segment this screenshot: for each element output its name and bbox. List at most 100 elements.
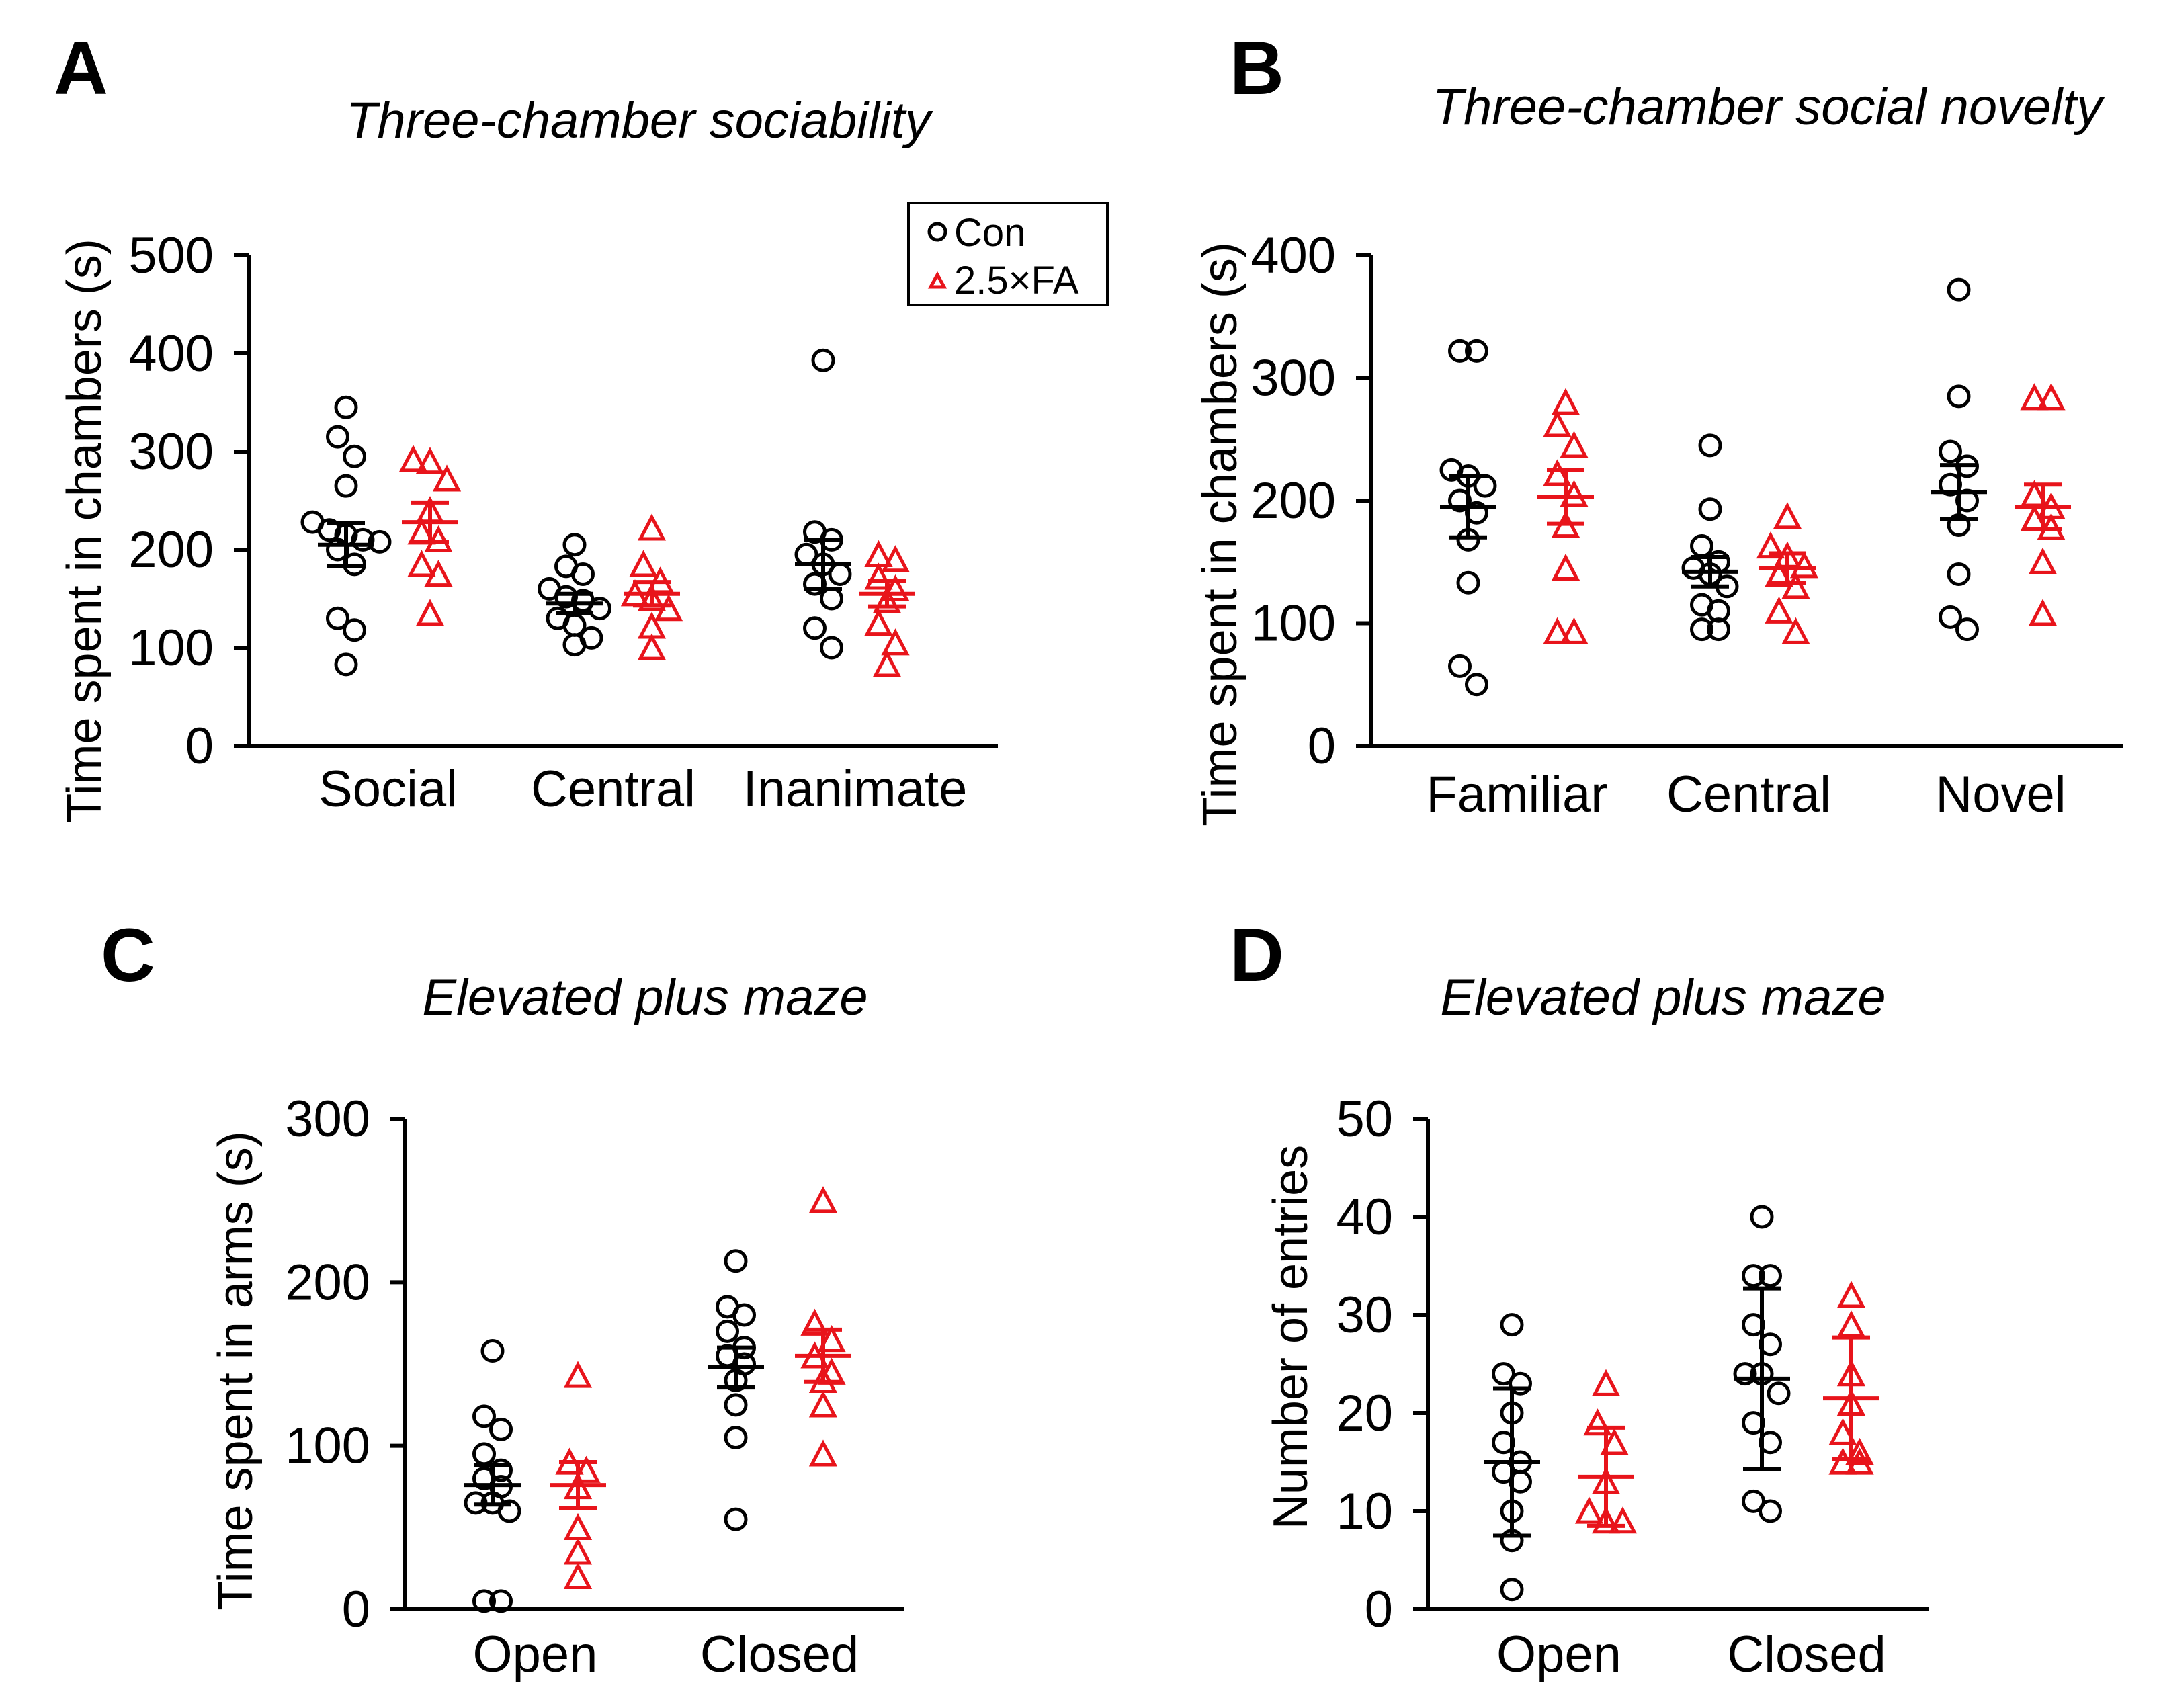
data-point-con bbox=[724, 1393, 748, 1417]
data-point-fa bbox=[808, 1390, 838, 1418]
legend-label-fa: 2.5×FA bbox=[954, 259, 1079, 302]
data-point-fa bbox=[2028, 547, 2058, 574]
data-point-con bbox=[1690, 534, 1713, 558]
data-point-fa bbox=[1551, 388, 1580, 415]
y-tick-label: 400 bbox=[128, 325, 214, 382]
data-point-con bbox=[368, 529, 392, 554]
x-category-label: Central bbox=[1666, 766, 1831, 823]
data-point-con bbox=[1500, 1313, 1524, 1337]
data-point-con bbox=[343, 444, 366, 468]
data-point-fa bbox=[808, 1439, 838, 1467]
data-point-con bbox=[343, 618, 366, 642]
data-point-con bbox=[1707, 599, 1730, 623]
data-point-fa bbox=[1551, 553, 1580, 581]
data-point-con bbox=[1492, 1362, 1515, 1386]
data-point-con bbox=[716, 1319, 739, 1343]
data-point-fa bbox=[1789, 551, 1819, 579]
data-point-fa bbox=[881, 574, 910, 602]
data-point-fa bbox=[1836, 1281, 1866, 1308]
y-tick-label: 200 bbox=[128, 521, 214, 579]
panel-b: B Three-chamber social novelty Time spen… bbox=[1193, 26, 2123, 826]
data-point-fa bbox=[1756, 531, 1785, 559]
panel-b-y-axis-label: Time spent in chambers (s) bbox=[1193, 242, 1247, 826]
panel-a: A Three-chamber sociability Time spent i… bbox=[54, 26, 1109, 823]
panel-c-y-axis-label: Time spent in arms (s) bbox=[209, 1131, 263, 1610]
y-tick-label: 10 bbox=[1336, 1483, 1393, 1540]
data-point-con bbox=[1698, 497, 1722, 521]
y-tick-label: 200 bbox=[1251, 472, 1336, 529]
panel-letter-a: A bbox=[54, 26, 108, 110]
y-tick-label: 0 bbox=[1308, 718, 1336, 775]
data-point-fa bbox=[1560, 431, 1589, 458]
legend-marker-fa bbox=[927, 271, 947, 289]
legend-label-con: Con bbox=[954, 211, 1025, 255]
data-point-con bbox=[724, 1426, 748, 1449]
data-point-con bbox=[1448, 339, 1472, 363]
data-point-con bbox=[820, 587, 843, 611]
data-point-fa bbox=[1591, 1369, 1621, 1396]
data-point-fa bbox=[1574, 1496, 1604, 1524]
x-category-label: Familiar bbox=[1426, 766, 1607, 823]
data-point-con bbox=[1456, 570, 1480, 595]
data-point-fa bbox=[1765, 596, 1793, 624]
data-point-fa bbox=[864, 562, 893, 590]
x-category-label: Social bbox=[319, 761, 458, 818]
data-point-con bbox=[497, 1499, 521, 1523]
y-tick-label: 400 bbox=[1251, 227, 1336, 284]
data-point-con bbox=[472, 1589, 496, 1613]
data-point-fa bbox=[629, 550, 658, 577]
x-category-label: Closed bbox=[700, 1626, 859, 1683]
data-point-con bbox=[1955, 617, 1979, 642]
data-point-con bbox=[724, 1249, 748, 1273]
panel-letter-d: D bbox=[1230, 913, 1284, 997]
data-point-con bbox=[472, 1442, 496, 1466]
data-point-fa bbox=[1543, 617, 1572, 644]
data-point-fa bbox=[1773, 502, 1802, 529]
data-point-con bbox=[811, 348, 835, 372]
x-category-label: Novel bbox=[1935, 766, 2066, 823]
panel-d-title: Elevated plus maze bbox=[1440, 969, 1886, 1026]
data-point-con bbox=[489, 1417, 513, 1441]
data-point-con bbox=[1742, 1264, 1765, 1288]
x-category-label: Open bbox=[1496, 1626, 1621, 1683]
data-point-fa bbox=[1781, 617, 1810, 644]
data-point-fa bbox=[637, 584, 667, 611]
data-point-con bbox=[351, 527, 375, 552]
data-point-con bbox=[588, 597, 611, 621]
y-tick-label: 200 bbox=[285, 1254, 370, 1311]
data-point-con bbox=[571, 562, 595, 586]
y-tick-label: 100 bbox=[1251, 595, 1336, 652]
data-point-con bbox=[1465, 673, 1488, 697]
data-point-con bbox=[1500, 1578, 1524, 1602]
data-point-fa bbox=[1600, 1428, 1629, 1455]
panel-a-title: Three-chamber sociability bbox=[346, 92, 933, 149]
data-point-con bbox=[1759, 1499, 1782, 1523]
panel-c-title: Elevated plus maze bbox=[422, 969, 867, 1026]
data-point-con bbox=[803, 616, 827, 640]
data-point-fa bbox=[1828, 1418, 1857, 1445]
data-point-con bbox=[724, 1507, 748, 1531]
data-point-fa bbox=[637, 513, 667, 541]
data-point-fa bbox=[817, 1324, 846, 1353]
data-point-fa bbox=[1591, 1506, 1621, 1534]
x-category-label: Central bbox=[531, 761, 695, 818]
data-point-fa bbox=[424, 559, 453, 587]
data-point-fa bbox=[2028, 599, 2058, 626]
y-tick-label: 0 bbox=[342, 1581, 370, 1638]
data-point-fa bbox=[1828, 1447, 1857, 1475]
data-point-fa bbox=[563, 1537, 593, 1565]
data-point-fa bbox=[1583, 1408, 1612, 1436]
data-point-con bbox=[1767, 1381, 1791, 1406]
y-tick-label: 100 bbox=[128, 620, 214, 677]
panel-a-y-axis-label: Time spent in chambers (s) bbox=[58, 239, 112, 823]
y-tick-label: 30 bbox=[1336, 1287, 1393, 1344]
x-category-label: Inanimate bbox=[743, 761, 968, 818]
data-point-fa bbox=[2037, 383, 2066, 411]
data-point-fa bbox=[808, 1186, 838, 1213]
data-point-con bbox=[1742, 1489, 1765, 1513]
data-point-con bbox=[1448, 654, 1472, 678]
data-point-fa bbox=[654, 594, 683, 622]
legend: Con 2.5×FA bbox=[907, 202, 1109, 306]
data-point-fa bbox=[864, 608, 893, 636]
